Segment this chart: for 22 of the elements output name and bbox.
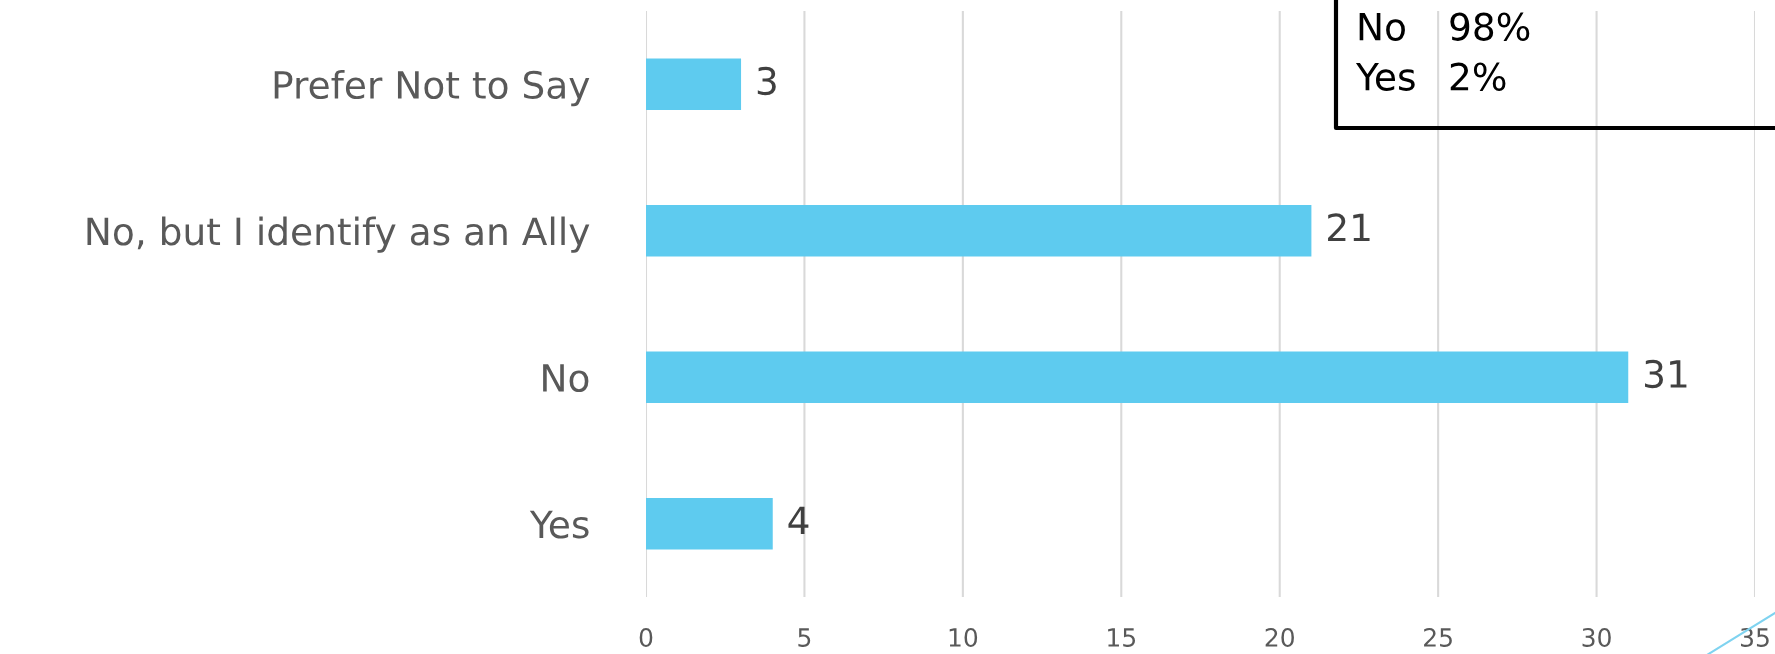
x-tick-label: 20 (1265, 628, 1294, 647)
data-label: 3 (757, 66, 776, 96)
annotation: Yes 2% (1355, 62, 1506, 91)
x-tick-label: 5 (798, 628, 811, 647)
y-tick-label: Yes (529, 510, 589, 539)
bar (646, 498, 773, 550)
x-tick-label: 10 (949, 628, 978, 647)
data-label: 4 (788, 506, 809, 535)
y-tick-label: Prefer Not to Say (274, 70, 590, 107)
x-tick-label: 0 (639, 628, 653, 647)
text: No 98% (1359, 12, 1530, 41)
bar (646, 58, 742, 110)
bar (646, 351, 1629, 403)
x-tick-label: 35 (1741, 628, 1769, 647)
x-tick-label: 30 (1582, 628, 1611, 647)
x-tick-label: 25 (1424, 628, 1452, 647)
y-tick-label: No, but I identify as an Ally (87, 216, 590, 253)
y-tick-label: No (543, 364, 589, 393)
data-label: 31 (1645, 359, 1687, 389)
x-tick-label: 15 (1108, 628, 1136, 647)
bar (646, 205, 1312, 257)
data-label: 21 (1328, 213, 1370, 242)
